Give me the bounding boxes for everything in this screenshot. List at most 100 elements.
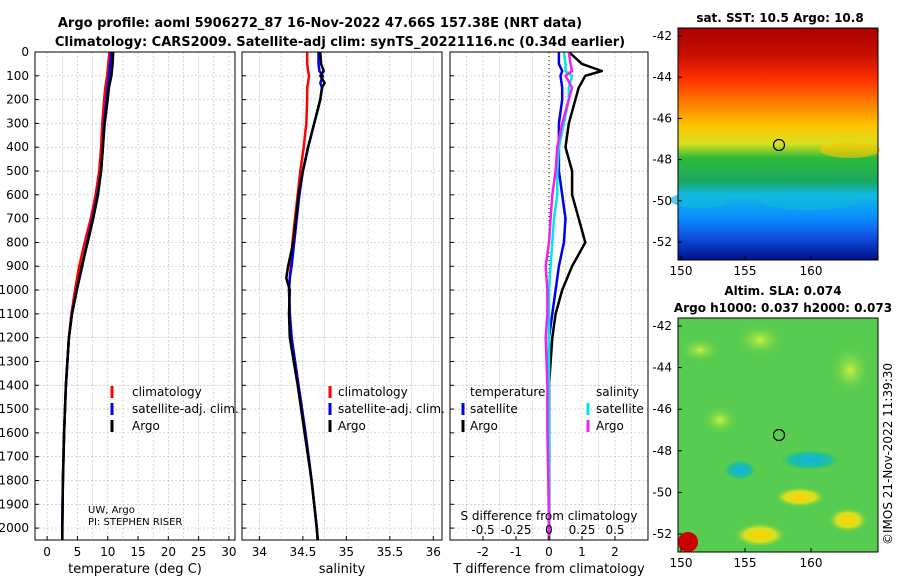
- map-y-tick-label: -50: [652, 485, 672, 499]
- legend-climatology-label: climatology: [338, 385, 408, 399]
- legend-salinity-heading: salinity: [596, 385, 639, 399]
- map-y-tick-label: -48: [652, 444, 672, 458]
- series-line-climatology: [61, 52, 111, 540]
- sst-map: 150 155 160 -42 -44 -46 -48 -50 -52: [652, 27, 880, 278]
- y-tick-label: 0: [21, 45, 29, 59]
- sst-map-axes: 150 155 160 -42 -44 -46 -48 -50 -52: [652, 29, 822, 278]
- map-x-tick-label: 150: [670, 264, 693, 278]
- map-y-tick-label: -52: [652, 527, 672, 541]
- map-x-tick-label: 160: [800, 556, 823, 570]
- x-tick-label: 1: [578, 545, 586, 559]
- y-tick-label: 1700: [0, 450, 29, 464]
- legend-temperature-heading: temperature: [470, 385, 545, 399]
- temperature-panel: 0100200300400500600700800900100011001200…: [0, 45, 237, 577]
- map-y-tick-label: -46: [652, 111, 672, 125]
- sla-low-blob: [724, 460, 756, 480]
- legend-satellite-label: satellite-adj. clim.: [132, 402, 239, 416]
- sla-blob: [736, 324, 784, 356]
- series-line-argo: [61, 52, 115, 540]
- y-tick-label: 300: [6, 116, 29, 130]
- pi-annotation: PI: STEPHEN RISER: [88, 517, 182, 528]
- x-tick-label: 0: [545, 545, 553, 559]
- map-y-tick-label: -48: [652, 153, 672, 167]
- legend-climatology-label: climatology: [132, 385, 202, 399]
- x-tick-label: 2: [611, 545, 619, 559]
- x-tick-label: 25: [191, 545, 206, 559]
- s-diff-tick-label: 0: [545, 523, 553, 537]
- legend-s-satellite-label: satellite: [596, 402, 644, 416]
- map-y-tick-label: -46: [652, 402, 672, 416]
- y-tick-label: 600: [6, 188, 29, 202]
- x-tick-label: 10: [100, 545, 115, 559]
- sst-warm-patch: [820, 142, 880, 158]
- x-axis-label: temperature (deg C): [68, 562, 202, 577]
- source-annotation: UW, Argo: [88, 505, 135, 516]
- map-y-tick-label: -42: [652, 29, 672, 43]
- sla-argo-location-marker: [772, 428, 786, 442]
- grid: [242, 51, 442, 540]
- series-line-argo: [285, 52, 326, 540]
- series-group: [61, 52, 115, 540]
- series-line-temperature-argo: [547, 52, 604, 540]
- s-diff-tick-label: -0.25: [500, 523, 531, 537]
- series-line-salinity-argo: [544, 52, 574, 540]
- sst-map-frame: [677, 27, 879, 261]
- x-tick-label: 20: [161, 545, 176, 559]
- series-line-salinity-satellite: [547, 52, 574, 540]
- sla-high-blob: [828, 508, 868, 532]
- map-y-tick-label: -44: [652, 361, 672, 375]
- sla-map: 150 155 160 -42 -44 -46 -48 -50 -52: [652, 317, 879, 570]
- y-tick-label: 1100: [0, 307, 29, 321]
- figure-title-line1: Argo profile: aoml 5906272_87 16-Nov-202…: [58, 16, 582, 31]
- y-tick-label: 1300: [0, 354, 29, 368]
- x-tick-label: 34: [252, 545, 267, 559]
- temperature-legend: climatology satellite-adj. clim. Argo: [110, 385, 239, 433]
- map-x-tick-label: 150: [670, 556, 693, 570]
- sla-max-blob: [678, 532, 698, 552]
- x-tick-label: 15: [130, 545, 145, 559]
- y-tick-label: 1000: [0, 283, 29, 297]
- s-diff-tick-label: -0.5: [471, 523, 494, 537]
- s-difference-axis-label: S difference from climatology: [461, 509, 638, 523]
- y-tick-label: 1600: [0, 426, 29, 440]
- legend-argo-label: Argo: [338, 419, 366, 433]
- sla-map-title-line2: Argo h1000: 0.037 h2000: 0.073: [674, 301, 892, 315]
- y-tick-label: 400: [6, 140, 29, 154]
- sla-map-title-line1: Altim. SLA: 0.074: [724, 284, 841, 298]
- map-x-tick-label: 155: [734, 264, 757, 278]
- y-tick-label: 1200: [0, 331, 29, 345]
- sla-blob: [680, 338, 720, 362]
- y-tick-label: 900: [6, 259, 29, 273]
- grid: [35, 51, 235, 540]
- sla-map-axes: 150 155 160 -42 -44 -46 -48 -50 -52: [652, 319, 822, 570]
- sla-map-frame: [677, 317, 879, 553]
- y-tick-label: 2000: [0, 521, 29, 535]
- x-tick-label: 30: [221, 545, 236, 559]
- sla-low-blob: [780, 450, 840, 470]
- x-tick-label: -1: [510, 545, 522, 559]
- legend-argo-label: Argo: [132, 419, 160, 433]
- series-group: [544, 52, 604, 540]
- legend-t-argo-label: Argo: [470, 419, 498, 433]
- x-tick-label: 35: [339, 545, 354, 559]
- legend-t-satellite-label: satellite: [470, 402, 518, 416]
- salinity-panel: 34 34.5 35 35.5 36 salinity: [241, 51, 443, 577]
- series-group: [285, 52, 326, 540]
- map-y-tick-label: -44: [652, 70, 672, 84]
- x-tick-label: 0: [43, 545, 51, 559]
- sst-cool-patch: [670, 192, 730, 208]
- map-y-tick-label: -42: [652, 319, 672, 333]
- map-y-tick-label: -52: [652, 235, 672, 249]
- x-tick-label: 35.5: [376, 545, 403, 559]
- sst-argo-location-marker: [772, 138, 786, 152]
- y-tick-label: 100: [6, 69, 29, 83]
- sla-high-blob: [734, 523, 786, 547]
- x-axis-label: salinity: [319, 562, 366, 577]
- x-axis-label: T difference from climatology: [452, 562, 645, 577]
- imos-timestamp: ©IMOS 21-Nov-2022 11:39:30: [881, 363, 895, 545]
- x-tick-label: -2: [477, 545, 489, 559]
- axes-frame: [241, 51, 443, 541]
- y-tick-label: 700: [6, 212, 29, 226]
- y-tick-label: 1500: [0, 402, 29, 416]
